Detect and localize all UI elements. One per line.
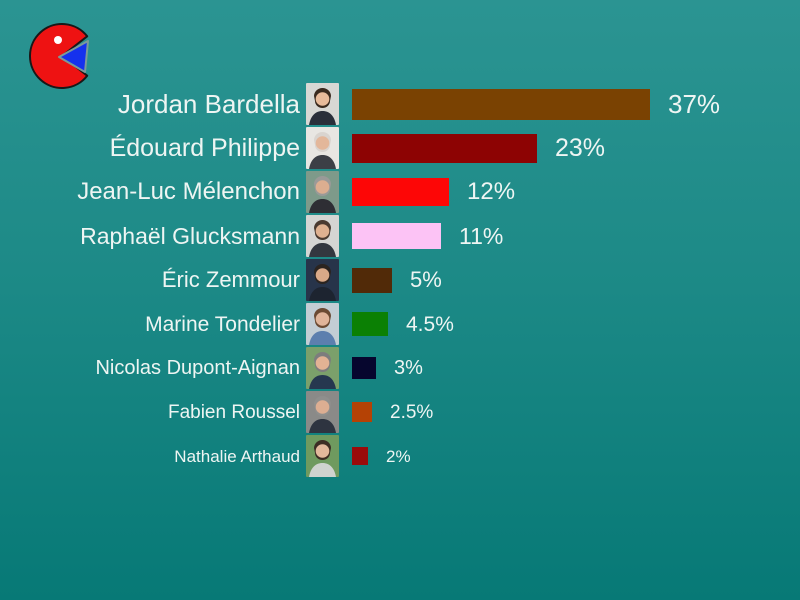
candidate-row: Édouard Philippe 23% (0, 126, 800, 170)
poll-percent-label: 2.5% (390, 401, 434, 423)
poll-bar (352, 88, 650, 120)
candidate-photo (306, 215, 339, 257)
candidate-row: Marine Tondelier 4.5% (0, 302, 800, 346)
candidate-name: Éric Zemmour (161, 267, 300, 292)
candidate-name: Jordan Bardella (117, 89, 300, 119)
candidate-photo (306, 435, 339, 477)
poll-bar (352, 223, 441, 249)
poll-bar (352, 267, 392, 293)
poll-percent-label: 11% (459, 222, 504, 249)
poll-bar (352, 178, 449, 206)
poll-percent-label: 12% (467, 178, 516, 205)
poll-bar (352, 447, 368, 465)
candidate-photo (306, 303, 339, 345)
candidate-name: Marine Tondelier (145, 312, 300, 336)
candidate-row: Éric Zemmour 5% (0, 258, 800, 302)
poll-percent-label: 23% (555, 133, 606, 162)
candidate-row: Fabien Roussel 2.5% (0, 390, 800, 434)
candidate-name: Jean-Luc Mélenchon (77, 178, 300, 205)
candidate-row: Nathalie Arthaud 2% (0, 434, 800, 478)
candidate-row: Nicolas Dupont-Aignan 3% (0, 346, 800, 390)
poll-percent-label: 2% (386, 446, 411, 466)
candidate-name: Raphaël Glucksmann (80, 222, 300, 249)
candidate-photo (306, 83, 339, 125)
poll-percent-label: 4.5% (406, 312, 454, 336)
candidate-photo (306, 127, 339, 169)
pie-chart-logo (26, 20, 100, 94)
poll-bar (352, 133, 537, 163)
candidate-photo (306, 259, 339, 301)
candidate-photo (306, 391, 339, 433)
candidate-row: Jean-Luc Mélenchon 12% (0, 170, 800, 214)
candidate-name: Nicolas Dupont-Aignan (95, 357, 300, 379)
candidate-photo (306, 171, 339, 213)
poll-bar (352, 357, 376, 379)
poll-percent-label: 37% (668, 89, 721, 119)
candidate-rows: Jordan Bardella 37% Édouard Philippe 23% Jea… (0, 82, 800, 478)
pie-chart-logo-graphic (28, 23, 89, 89)
candidate-name: Nathalie Arthaud (174, 446, 300, 466)
candidate-name: Fabien Roussel (167, 401, 300, 423)
candidate-row: Jordan Bardella 37% (0, 82, 800, 126)
pie-slice (58, 40, 89, 73)
poll-percent-label: 3% (394, 357, 423, 379)
candidate-row: Raphaël Glucksmann 11% (0, 214, 800, 258)
candidate-photo (306, 347, 339, 389)
poll-bar (352, 312, 388, 336)
poll-percent-label: 5% (410, 267, 442, 292)
pie-body (28, 23, 89, 89)
candidate-name: Édouard Philippe (109, 133, 300, 162)
pie-dot (54, 36, 62, 44)
poll-bar (352, 402, 372, 422)
